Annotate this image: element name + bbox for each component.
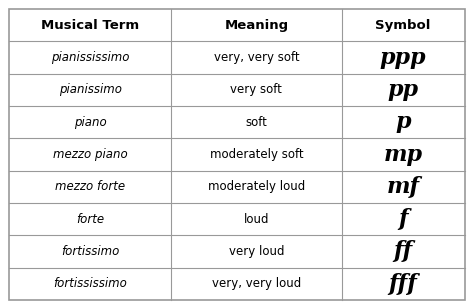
Text: Musical Term: Musical Term — [41, 19, 139, 32]
Text: fff: fff — [389, 273, 418, 295]
Text: f: f — [398, 208, 408, 230]
Text: Meaning: Meaning — [224, 19, 288, 32]
Text: mp: mp — [383, 144, 423, 166]
Text: piano: piano — [74, 116, 107, 129]
Text: ppp: ppp — [380, 47, 426, 69]
Text: fortissimo: fortissimo — [61, 245, 119, 258]
Text: p: p — [395, 111, 411, 133]
Text: very soft: very soft — [230, 84, 283, 96]
Text: pianississimo: pianississimo — [51, 51, 129, 64]
Text: very loud: very loud — [228, 245, 284, 258]
Text: pp: pp — [388, 79, 419, 101]
Text: Symbol: Symbol — [375, 19, 431, 32]
Text: mezzo forte: mezzo forte — [55, 180, 125, 193]
Text: moderately soft: moderately soft — [210, 148, 303, 161]
Text: very, very loud: very, very loud — [212, 277, 301, 290]
Text: soft: soft — [246, 116, 267, 129]
Text: fortississimo: fortississimo — [53, 277, 127, 290]
Text: forte: forte — [76, 213, 104, 226]
Text: mezzo piano: mezzo piano — [53, 148, 128, 161]
Text: ff: ff — [393, 241, 413, 263]
Text: loud: loud — [244, 213, 269, 226]
Text: pianissimo: pianissimo — [59, 84, 122, 96]
Text: very, very soft: very, very soft — [213, 51, 299, 64]
Text: moderately loud: moderately loud — [208, 180, 305, 193]
Text: mf: mf — [386, 176, 419, 198]
